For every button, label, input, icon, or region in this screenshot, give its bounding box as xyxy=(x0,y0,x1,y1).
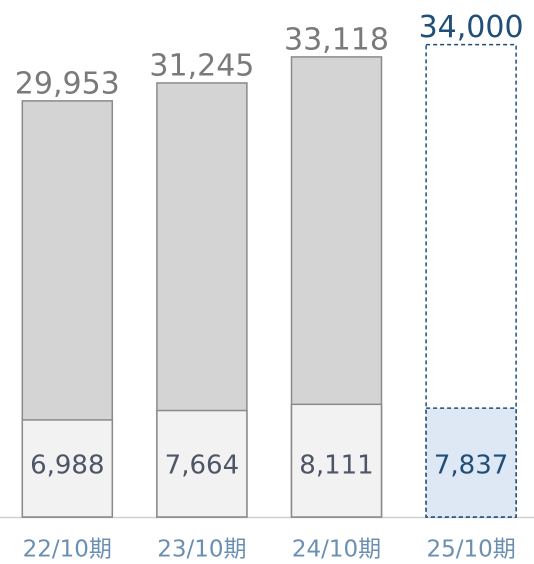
x-tick-label: 23/10期 xyxy=(157,537,246,563)
lower-label: 6,988 xyxy=(30,451,104,481)
lower-bar xyxy=(156,409,248,518)
total-label: 34,000 xyxy=(419,10,524,45)
lower-bar xyxy=(21,419,114,518)
total-label: 33,118 xyxy=(284,22,389,57)
lower-bar xyxy=(425,407,517,518)
total-label: 29,953 xyxy=(15,66,120,101)
x-tick-label: 22/10期 xyxy=(23,537,112,563)
total-label: 31,245 xyxy=(149,48,254,83)
lower-label: 8,111 xyxy=(299,451,373,481)
x-tick-label: 25/10期 xyxy=(426,537,515,563)
x-tick-label: 24/10期 xyxy=(292,537,381,563)
lower-label: 7,664 xyxy=(165,451,239,481)
lower-label: 7,837 xyxy=(434,451,508,481)
lower-bar xyxy=(290,403,383,518)
